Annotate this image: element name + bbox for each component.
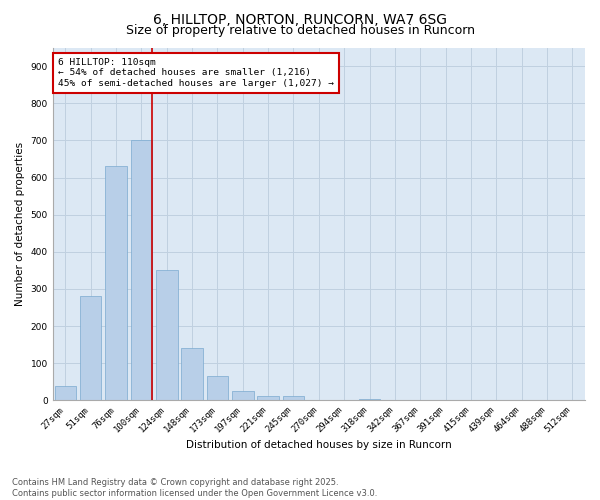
Bar: [283, 396, 304, 400]
Bar: [257, 396, 279, 400]
Bar: [181, 348, 203, 401]
Bar: [206, 376, 228, 400]
Text: 6, HILLTOP, NORTON, RUNCORN, WA7 6SG: 6, HILLTOP, NORTON, RUNCORN, WA7 6SG: [153, 12, 447, 26]
X-axis label: Distribution of detached houses by size in Runcorn: Distribution of detached houses by size …: [186, 440, 452, 450]
Text: Contains HM Land Registry data © Crown copyright and database right 2025.
Contai: Contains HM Land Registry data © Crown c…: [12, 478, 377, 498]
Bar: [232, 391, 254, 400]
Bar: [55, 386, 76, 400]
Text: Size of property relative to detached houses in Runcorn: Size of property relative to detached ho…: [125, 24, 475, 37]
Bar: [80, 296, 101, 401]
Y-axis label: Number of detached properties: Number of detached properties: [15, 142, 25, 306]
Text: 6 HILLTOP: 110sqm
← 54% of detached houses are smaller (1,216)
45% of semi-detac: 6 HILLTOP: 110sqm ← 54% of detached hous…: [58, 58, 334, 88]
Bar: [359, 398, 380, 400]
Bar: [156, 270, 178, 400]
Bar: [131, 140, 152, 400]
Bar: [105, 166, 127, 400]
